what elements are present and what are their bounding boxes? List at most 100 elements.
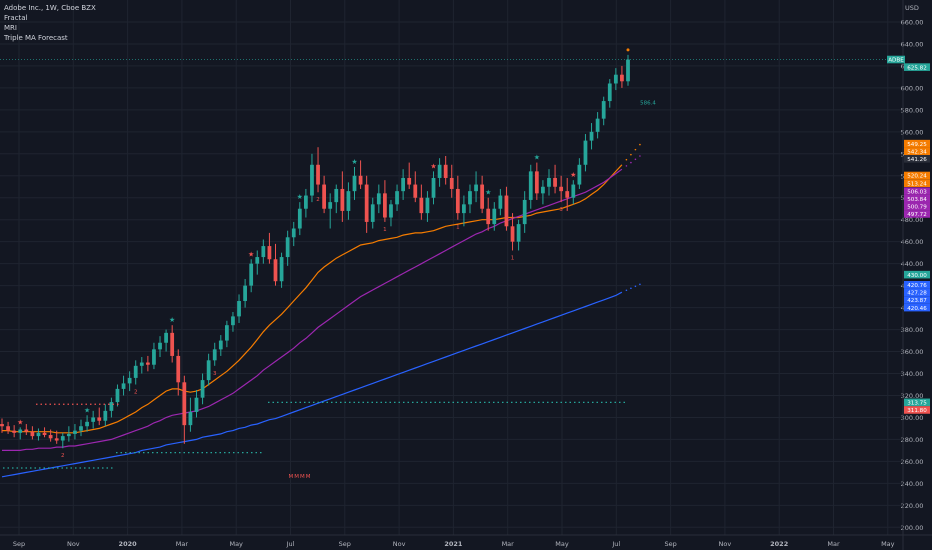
price-label-box: [904, 398, 930, 407]
x-tick-label: May: [229, 540, 243, 548]
price-label-text: 549.25: [907, 142, 927, 148]
y-tick-label: 320.00: [901, 392, 924, 400]
candle-body: [401, 177, 406, 192]
fractal-count: 3: [559, 207, 563, 213]
forecast-value-label: 586.4: [640, 100, 656, 106]
candle-body: [255, 257, 260, 264]
candle-body: [66, 433, 71, 437]
x-tick-label: May: [881, 540, 895, 548]
fractal-count: 2: [61, 453, 65, 459]
candle-body: [212, 349, 217, 361]
candle-body: [583, 140, 588, 165]
candle-body: [620, 74, 624, 82]
ma-forecast-dot: [630, 161, 632, 164]
price-label-box: [904, 270, 930, 279]
candle-body: [352, 175, 357, 192]
legend-indicator-triple-ma[interactable]: Triple MA Forecast: [4, 34, 68, 42]
candle-body: [595, 118, 600, 132]
price-label-box: [904, 155, 930, 163]
symbol-tag-text: ADBE: [888, 58, 904, 64]
candle-body: [340, 188, 345, 211]
candle-body: [486, 208, 491, 225]
candle-body: [267, 246, 272, 260]
y-tick-label: 440.00: [901, 260, 924, 268]
y-tick-label: 460.00: [901, 238, 924, 246]
price-label-text: 520.24: [907, 174, 927, 180]
price-label-text: 497.72: [907, 212, 927, 218]
chart-grid: [0, 0, 903, 535]
x-tick-label: Jul: [286, 540, 295, 548]
candle-body: [346, 191, 351, 211]
candle-body: [547, 177, 551, 187]
y-tick-label: 480.00: [901, 216, 924, 224]
ma-mid-line: [2, 168, 623, 451]
fractal-star: ★: [84, 406, 90, 414]
ma-forecast-dot: [630, 153, 632, 156]
candle-body: [60, 436, 65, 441]
price-label-text: 311.80: [907, 408, 927, 414]
legend-indicator-fractal[interactable]: Fractal: [4, 14, 28, 22]
candle-body: [109, 402, 114, 411]
candle-body: [243, 285, 247, 302]
candle-body: [455, 188, 460, 214]
fractal-count: 1: [383, 227, 387, 233]
price-label-box: [904, 63, 930, 71]
candle-body: [310, 164, 314, 196]
x-tick-label: 2022: [770, 540, 788, 548]
candle-body: [589, 131, 594, 141]
price-label-text: 513.24: [907, 181, 927, 187]
candle-body: [474, 184, 478, 192]
candle-body: [607, 83, 612, 102]
ma-forecast-dot: [625, 289, 628, 292]
candle-body: [285, 237, 290, 258]
candle-body: [516, 224, 521, 242]
legend-title[interactable]: Adobe Inc., 1W, Cboe BZX: [4, 4, 96, 12]
candle-body: [182, 382, 187, 426]
candle-body: [152, 349, 156, 365]
fractal-count: 1: [456, 225, 460, 231]
y-tick-label: 640.00: [901, 40, 924, 48]
time-axis[interactable]: Sep Nov 2020 Mar May Jul Sep Nov 2021 Mar May Jul Se…: [0, 534, 932, 548]
candle-body: [200, 380, 205, 398]
fractal-count: 1: [511, 255, 515, 261]
x-tick-label: Mar: [502, 540, 515, 548]
candle-body: [492, 208, 497, 225]
candle-body: [194, 397, 199, 412]
candle-body: [449, 177, 454, 189]
candle-body: [42, 432, 47, 436]
candle-body: [30, 431, 35, 437]
x-tick-label: 2021: [444, 540, 463, 548]
ma-forecast-dot: [630, 287, 632, 290]
price-label-text: 427.28: [907, 291, 927, 297]
x-tick-label: 2020: [119, 540, 138, 548]
ma-forecast-dot: [625, 158, 628, 161]
price-label-text: 506.03: [907, 189, 927, 195]
legend-indicator-mri[interactable]: MRI: [4, 24, 17, 32]
fractal-marks: ★ ★ ★ ★ ★ ★ ★ ★ ★ ★ 2 2 3 2 1 1 1 3 MMMM 586.4: [0, 48, 903, 480]
fractal-count: 3: [213, 371, 217, 377]
price-label-text: 420.76: [907, 283, 927, 289]
price-label-box: [904, 406, 930, 414]
candle-body: [601, 101, 606, 119]
candle-body: [206, 360, 211, 381]
fractal-star: ★: [351, 158, 357, 166]
price-label-box: [904, 280, 930, 289]
candle-body: [6, 426, 10, 431]
candle-body: [462, 204, 466, 214]
candle-body: [12, 430, 17, 433]
candle-body: [127, 377, 132, 384]
price-label-text: 542.34: [907, 149, 927, 155]
candle-body: [431, 177, 436, 198]
candle-body: [534, 171, 539, 194]
candle-body: [237, 301, 241, 317]
candle-body: [48, 435, 53, 439]
candle-body: [413, 184, 418, 198]
candle-body: [170, 332, 175, 356]
y-tick-label: 340.00: [901, 370, 924, 378]
x-tick-label: Sep: [13, 540, 25, 548]
x-tick-label: Nov: [67, 540, 80, 548]
candle-body: [91, 417, 96, 422]
symbol-tag: [887, 55, 905, 64]
